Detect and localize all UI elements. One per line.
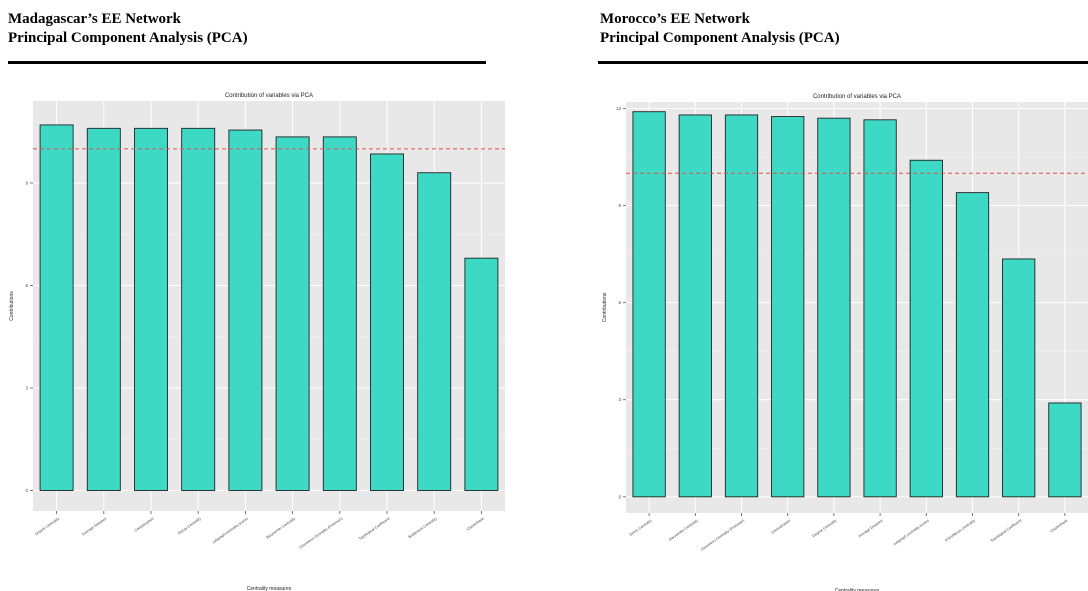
x-tick-label: Average Distance <box>858 519 884 539</box>
y-tick-label: 12 <box>616 106 622 111</box>
x-tick-label: Centralization <box>771 519 792 535</box>
x-tick-label: Decay Centrality <box>177 516 202 535</box>
morocco-heading-line1: Morocco’s EE Network <box>600 11 750 27</box>
bar <box>370 153 404 491</box>
y-axis-label: Contributions <box>602 292 608 322</box>
y-tick-label: 3 <box>618 397 621 402</box>
bar <box>181 127 216 491</box>
x-tick-label: Bottleneck Centrality <box>408 516 438 539</box>
bar <box>1002 258 1036 498</box>
y-tick-label: 6 <box>25 283 28 288</box>
bar <box>632 111 666 498</box>
chart-title: Contribution of variables via PCA <box>225 93 313 99</box>
x-tick-label: subgraph.centrality.scores <box>212 516 249 544</box>
bar <box>771 116 805 498</box>
x-axis-label: Centrality measures <box>835 588 880 591</box>
bar <box>86 127 121 491</box>
bar <box>817 117 851 498</box>
bar <box>1048 402 1082 498</box>
bar <box>909 159 943 498</box>
morocco-heading-line2: Principal Component Analysis (PCA) <box>600 30 840 46</box>
madagascar-pca-chart: 0 3 6 9 Degree Centrality Average Distance Cen… <box>9 93 505 591</box>
x-tick-label: subgraph.centrality.scores <box>893 518 930 546</box>
x-tick-label: Topological Coefficient <box>358 517 390 541</box>
x-tick-label: Barycenter Centrality <box>668 518 699 541</box>
bar <box>417 172 452 491</box>
bar <box>275 136 310 491</box>
madagascar-heading-line2: Principal Component Analysis (PCA) <box>8 30 248 46</box>
x-tick-label: Closeness Centrality (Freeman) <box>298 517 343 550</box>
morocco-pca-chart: 0 3 6 9 12 Dmnc Centrality Barycenter Centrali… <box>602 94 1088 591</box>
x-tick-label: Centralization <box>134 517 155 533</box>
bar <box>678 114 712 498</box>
x-tick-label: Dmnc Centrality <box>629 518 653 536</box>
madagascar-heading-rule <box>8 61 486 64</box>
bar <box>724 114 759 498</box>
y-tick-label: 0 <box>618 494 621 499</box>
y-tick-label: 0 <box>25 488 28 493</box>
y-axis-label: Contributions <box>9 291 15 321</box>
bar <box>955 192 990 498</box>
bar <box>863 119 897 498</box>
x-tick-label: ClusterRank <box>466 516 485 531</box>
y-tick-label: 3 <box>25 386 28 391</box>
chart-title: Contribution of variables via PCA <box>813 94 901 100</box>
x-tick-label: Degree Centrality <box>34 516 60 536</box>
x-tick-label: Degree Centrality <box>812 518 838 538</box>
x-tick-label: EntroNexus Centrality <box>944 518 976 542</box>
bar <box>464 257 499 491</box>
x-tick-label: Barycenter Centrality <box>266 516 297 539</box>
y-tick-label: 9 <box>618 203 621 208</box>
y-tick-label: 9 <box>25 181 28 186</box>
madagascar-heading-line1: Madagascar’s EE Network <box>8 11 182 27</box>
x-tick-label: Average Distance <box>81 517 107 537</box>
bar <box>134 127 168 491</box>
y-tick-label: 6 <box>618 300 621 305</box>
morocco-heading-rule <box>598 61 1088 64</box>
bar <box>322 136 357 491</box>
x-tick-label: Topological Coefficient <box>990 519 1022 543</box>
x-axis-label: Centrality measures <box>247 586 292 591</box>
x-tick-label: ClusterRank <box>1050 518 1069 533</box>
x-tick-label: Closeness Centrality (Freeman) <box>700 519 745 552</box>
bar <box>228 129 263 491</box>
bar <box>39 124 74 491</box>
